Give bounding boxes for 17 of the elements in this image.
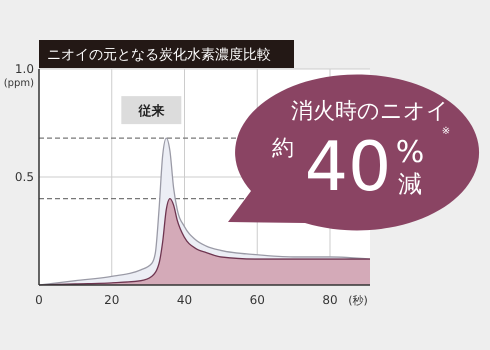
x-tick-label: 20 <box>104 293 120 307</box>
text: % <box>396 135 424 170</box>
chart-title: ニオイの元となる炭化水素濃度比較 <box>47 47 271 63</box>
x-axis-title: (秒) <box>348 294 368 307</box>
x-tick-label: 40 <box>176 293 192 307</box>
annotation: 40 <box>304 128 392 207</box>
x-tick-label: 60 <box>250 293 265 307</box>
annotation: 約 <box>272 136 294 161</box>
y-tick-label: 1.0 <box>14 62 34 76</box>
annotation: 消火時のニオイ <box>291 99 449 124</box>
text: ※ <box>442 126 450 137</box>
x-tick-label: 80 <box>322 293 338 307</box>
y-tick-label: 0.5 <box>14 170 34 184</box>
y-axis-title: (ppm) <box>4 78 34 89</box>
text: 減 <box>398 170 422 198</box>
series-label: 従来 <box>137 104 164 120</box>
x-tick-label: 0 <box>35 293 43 307</box>
